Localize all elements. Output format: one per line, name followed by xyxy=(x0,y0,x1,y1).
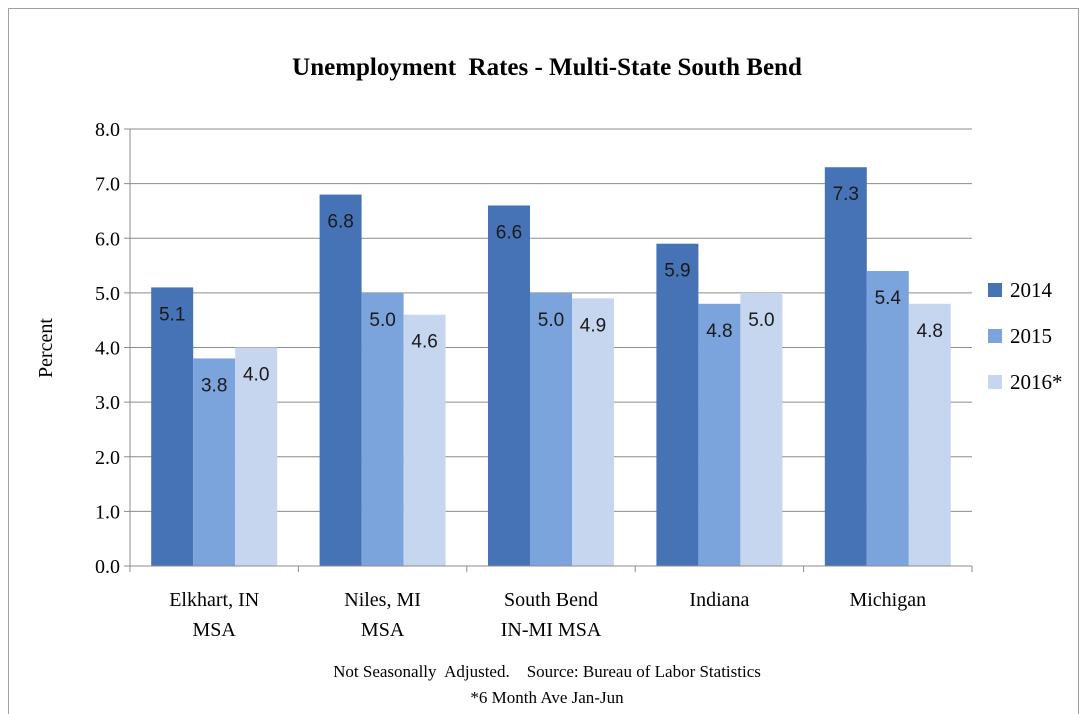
data-label: 5.9 xyxy=(664,261,690,282)
y-axis-label: Percent xyxy=(35,318,57,378)
legend-label: 2015 xyxy=(1010,324,1052,348)
legend: 2014 2015 2016* xyxy=(988,278,1063,394)
x-category-label: Elkhart, IN xyxy=(169,589,259,611)
x-axis-categories: Elkhart, IN MSA Niles, MI MSA South Bend IN-M… xyxy=(169,589,926,641)
bar-2016 xyxy=(908,303,951,566)
data-label: 4.8 xyxy=(706,321,732,342)
legend-swatch xyxy=(988,375,1002,389)
data-label: 7.3 xyxy=(833,184,859,205)
data-label: 4.9 xyxy=(580,315,606,336)
bar-2014 xyxy=(824,167,867,567)
y-tick-label: 2.0 xyxy=(95,447,120,469)
legend-label: 2016* xyxy=(1010,370,1063,394)
x-category-label: MSA xyxy=(193,619,237,641)
data-label: 5.0 xyxy=(538,310,564,331)
legend-label: 2014 xyxy=(1010,278,1053,302)
footnote-source: Not Seasonally Adjusted. Source: Bureau … xyxy=(333,662,761,681)
bar-2015 xyxy=(866,271,909,566)
x-category-label: Niles, MI xyxy=(344,589,421,611)
x-category-label: IN-MI MSA xyxy=(501,619,602,641)
legend-swatch xyxy=(988,283,1002,297)
y-tick-label: 7.0 xyxy=(95,174,120,196)
data-label: 5.1 xyxy=(159,304,185,325)
data-label: 5.0 xyxy=(748,310,774,331)
y-tick-label: 3.0 xyxy=(95,392,120,414)
x-category-label: MSA xyxy=(361,619,405,641)
data-label: 4.8 xyxy=(917,321,943,342)
x-category-label: Michigan xyxy=(849,589,926,611)
y-tick-label: 4.0 xyxy=(95,338,120,360)
y-axis-ticks: 0.0 1.0 2.0 3.0 4.0 5.0 6.0 7.0 8.0 xyxy=(95,119,120,578)
bar-2016 xyxy=(403,314,446,566)
bar-2016 xyxy=(572,298,614,566)
bar-2015 xyxy=(530,292,572,566)
data-label: 3.8 xyxy=(201,375,227,396)
data-label: 4.6 xyxy=(411,332,437,353)
data-label: 5.0 xyxy=(369,310,395,331)
axes xyxy=(124,128,973,572)
footnote-period: *6 Month Ave Jan-Jun xyxy=(470,688,624,707)
bar-2015 xyxy=(361,292,404,566)
y-tick-label: 5.0 xyxy=(95,283,120,305)
bar-2014 xyxy=(319,194,362,567)
data-label: 4.0 xyxy=(243,365,269,386)
bars xyxy=(151,167,951,567)
bar-2015 xyxy=(698,303,741,566)
x-category-label: South Bend xyxy=(504,589,598,611)
bar-2014 xyxy=(656,243,699,566)
data-label: 6.6 xyxy=(496,222,522,243)
y-tick-label: 1.0 xyxy=(95,501,120,523)
data-label: 5.4 xyxy=(875,288,902,309)
bar-2014 xyxy=(488,205,530,566)
y-tick-label: 8.0 xyxy=(95,119,120,141)
chart-title: Unemployment Rates - Multi-State South B… xyxy=(292,54,802,81)
y-tick-label: 6.0 xyxy=(95,228,120,250)
bar-2014 xyxy=(151,287,194,566)
bar-2016 xyxy=(235,347,278,566)
y-tick-label: 0.0 xyxy=(95,556,120,578)
data-labels: 5.1 6.8 6.6 5.9 7.3 3.8 5.0 5.0 4.8 5.4 4.0 4.6 4.9 5… xyxy=(159,184,943,396)
legend-swatch xyxy=(988,329,1002,343)
x-category-label: Indiana xyxy=(689,589,749,611)
data-label: 6.8 xyxy=(327,212,353,233)
bar-2016 xyxy=(740,292,783,566)
bar-2015 xyxy=(193,358,236,566)
